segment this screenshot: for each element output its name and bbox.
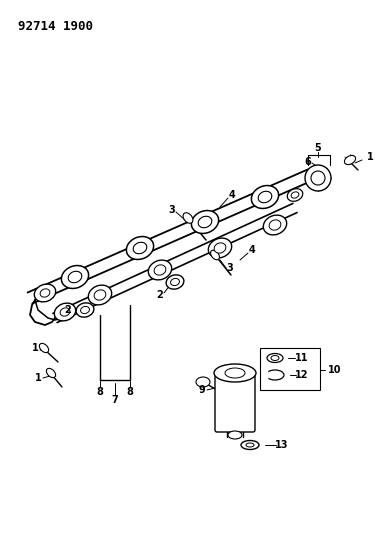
Text: 6: 6 (305, 157, 312, 167)
Text: 1: 1 (367, 152, 373, 162)
Ellipse shape (133, 243, 147, 254)
Ellipse shape (183, 213, 193, 223)
Ellipse shape (266, 370, 284, 380)
Ellipse shape (40, 343, 48, 353)
Ellipse shape (311, 171, 325, 185)
Text: 13: 13 (275, 440, 289, 450)
Text: 92714 1900: 92714 1900 (18, 20, 93, 33)
Ellipse shape (166, 275, 184, 289)
Ellipse shape (61, 265, 88, 288)
Text: 3: 3 (227, 263, 233, 273)
Ellipse shape (263, 215, 287, 235)
Text: 1: 1 (32, 343, 38, 353)
Ellipse shape (191, 211, 218, 233)
Ellipse shape (126, 237, 154, 260)
Ellipse shape (241, 440, 259, 449)
Ellipse shape (246, 443, 254, 447)
Ellipse shape (40, 289, 50, 297)
Text: 12: 12 (295, 370, 309, 380)
Ellipse shape (34, 284, 56, 302)
Ellipse shape (81, 306, 90, 313)
Ellipse shape (196, 377, 210, 387)
Text: 3: 3 (169, 205, 175, 215)
Ellipse shape (291, 192, 299, 198)
Text: 1: 1 (35, 373, 42, 383)
Ellipse shape (47, 368, 55, 377)
Ellipse shape (94, 290, 106, 300)
Ellipse shape (287, 189, 303, 201)
Text: 9: 9 (199, 385, 205, 395)
Ellipse shape (148, 260, 171, 280)
Text: 4: 4 (229, 190, 236, 200)
Text: 11: 11 (295, 353, 309, 363)
Ellipse shape (267, 353, 283, 362)
Ellipse shape (171, 278, 179, 286)
Ellipse shape (88, 285, 112, 305)
Text: 8: 8 (97, 387, 104, 397)
Ellipse shape (154, 265, 166, 275)
Ellipse shape (214, 364, 256, 382)
Ellipse shape (225, 368, 245, 378)
Ellipse shape (214, 243, 226, 253)
Ellipse shape (228, 431, 242, 439)
Text: 2: 2 (65, 305, 71, 315)
Ellipse shape (198, 216, 212, 228)
Ellipse shape (345, 156, 355, 165)
Ellipse shape (251, 185, 279, 208)
Ellipse shape (60, 308, 70, 316)
Text: 10: 10 (328, 365, 342, 375)
Ellipse shape (269, 220, 281, 230)
Ellipse shape (211, 250, 220, 260)
Text: 2: 2 (157, 290, 163, 300)
Text: 7: 7 (112, 395, 118, 405)
Ellipse shape (271, 356, 279, 360)
Text: 8: 8 (126, 387, 133, 397)
Ellipse shape (54, 303, 76, 321)
Text: 4: 4 (249, 245, 255, 255)
Ellipse shape (258, 191, 272, 203)
Ellipse shape (305, 165, 331, 191)
FancyBboxPatch shape (215, 373, 255, 432)
Ellipse shape (76, 303, 94, 317)
Ellipse shape (68, 271, 82, 282)
Text: 5: 5 (315, 143, 321, 153)
Ellipse shape (208, 238, 232, 258)
